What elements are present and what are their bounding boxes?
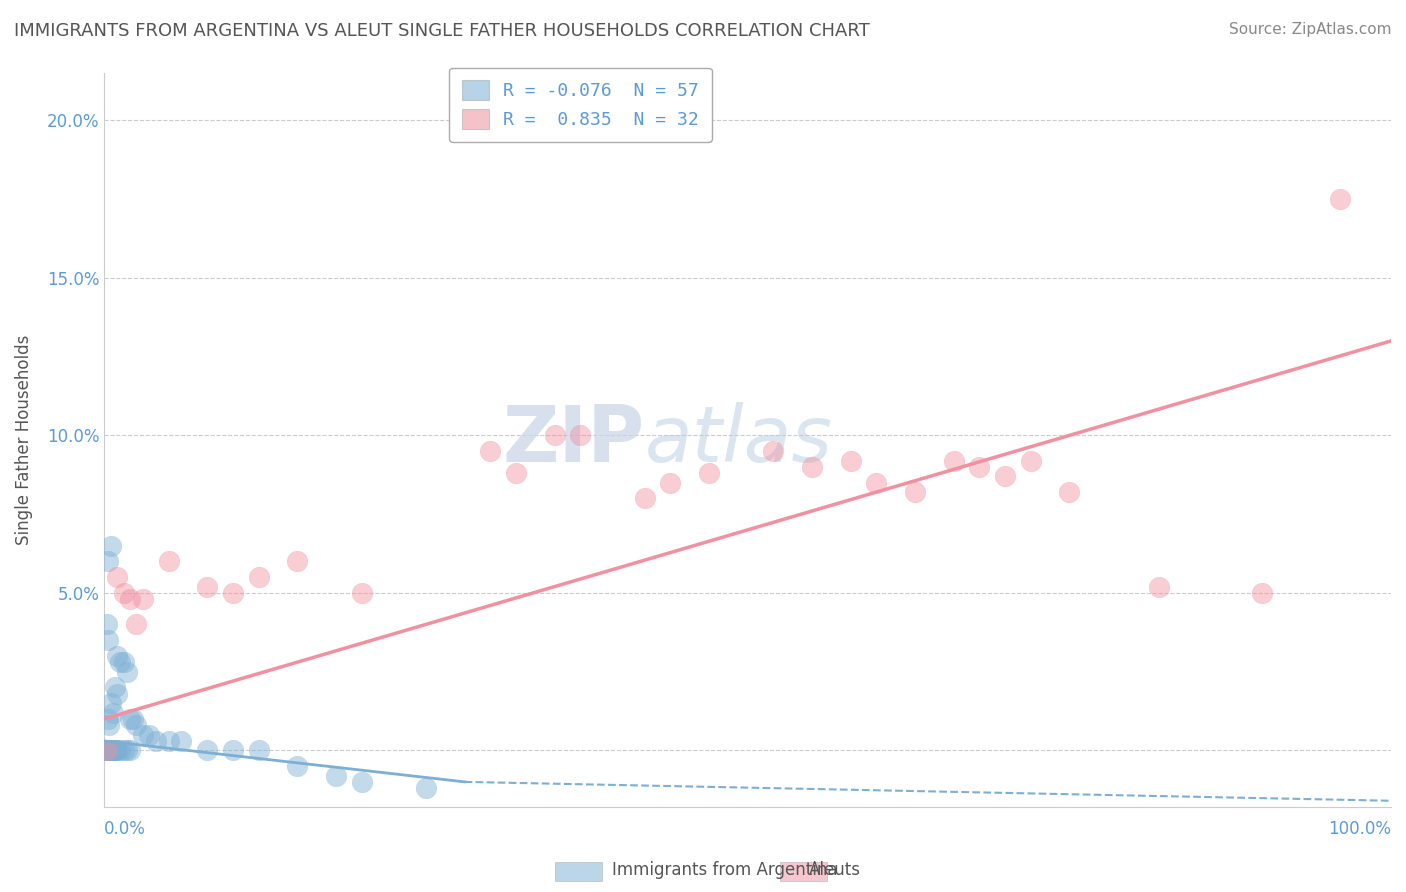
Point xyxy=(942,453,965,467)
Text: Aleuts: Aleuts xyxy=(808,861,860,879)
Point xyxy=(105,570,128,584)
Point xyxy=(97,743,120,757)
Point xyxy=(195,580,218,594)
Point xyxy=(100,743,122,757)
Point xyxy=(105,648,128,663)
Point xyxy=(1329,192,1351,206)
Point xyxy=(112,586,135,600)
Point xyxy=(247,570,270,584)
Point xyxy=(1149,580,1171,594)
Point xyxy=(104,743,127,757)
Point xyxy=(659,475,682,490)
Point xyxy=(105,687,128,701)
Point xyxy=(97,554,120,568)
Point xyxy=(1059,485,1081,500)
Point xyxy=(117,743,139,757)
Point xyxy=(97,633,120,648)
Point xyxy=(103,706,125,720)
Point xyxy=(103,681,125,695)
Point xyxy=(569,428,592,442)
Point xyxy=(103,743,125,757)
Point xyxy=(98,718,121,732)
Point xyxy=(994,469,1017,483)
Point xyxy=(94,743,117,757)
Point xyxy=(98,743,121,757)
Point xyxy=(97,743,120,757)
Point xyxy=(118,712,141,726)
Point xyxy=(350,586,373,600)
Text: 0.0%: 0.0% xyxy=(104,820,146,838)
Point xyxy=(105,743,128,757)
Point xyxy=(98,743,121,757)
Text: 100.0%: 100.0% xyxy=(1329,820,1391,838)
Point xyxy=(97,743,120,757)
Point xyxy=(117,665,139,679)
Point xyxy=(634,491,657,506)
Point xyxy=(96,743,118,757)
Point xyxy=(100,743,122,757)
Text: Source: ZipAtlas.com: Source: ZipAtlas.com xyxy=(1229,22,1392,37)
Point xyxy=(100,539,122,553)
Y-axis label: Single Father Households: Single Father Households xyxy=(15,335,32,545)
Point xyxy=(325,768,347,782)
Point xyxy=(96,743,118,757)
Point xyxy=(97,712,120,726)
Text: IMMIGRANTS FROM ARGENTINA VS ALEUT SINGLE FATHER HOUSEHOLDS CORRELATION CHART: IMMIGRANTS FROM ARGENTINA VS ALEUT SINGL… xyxy=(14,22,870,40)
Point xyxy=(479,444,502,458)
Point xyxy=(904,485,927,500)
Point xyxy=(222,586,245,600)
Text: Immigrants from Argentina: Immigrants from Argentina xyxy=(612,861,837,879)
Point xyxy=(195,743,218,757)
Point xyxy=(101,743,124,757)
Point xyxy=(98,743,121,757)
Point xyxy=(800,459,823,474)
Point xyxy=(762,444,785,458)
Point xyxy=(96,617,118,632)
Text: ZIP: ZIP xyxy=(502,402,645,478)
Point xyxy=(543,428,565,442)
Point xyxy=(112,655,135,669)
Point xyxy=(94,743,117,757)
Point xyxy=(138,728,160,742)
Point xyxy=(157,554,180,568)
Point xyxy=(108,655,131,669)
Point xyxy=(285,759,308,773)
Point xyxy=(125,617,148,632)
Point xyxy=(121,712,143,726)
Point xyxy=(1019,453,1042,467)
Point xyxy=(103,743,125,757)
Point xyxy=(285,554,308,568)
Point xyxy=(101,743,124,757)
Point xyxy=(415,781,437,796)
Point xyxy=(118,592,141,607)
Point xyxy=(112,743,135,757)
Point xyxy=(94,743,117,757)
Point xyxy=(132,592,155,607)
Point xyxy=(247,743,270,757)
Point xyxy=(94,743,117,757)
Point xyxy=(100,696,122,710)
Point xyxy=(118,743,141,757)
Text: atlas: atlas xyxy=(645,402,832,478)
Legend: R = -0.076  N = 57, R =  0.835  N = 32: R = -0.076 N = 57, R = 0.835 N = 32 xyxy=(449,68,711,142)
Point xyxy=(839,453,862,467)
Point xyxy=(132,728,155,742)
Point xyxy=(222,743,245,757)
Point xyxy=(125,718,148,732)
Point xyxy=(103,743,125,757)
Point xyxy=(157,734,180,748)
Point xyxy=(1251,586,1274,600)
Point xyxy=(96,743,118,757)
Point xyxy=(967,459,990,474)
Point xyxy=(108,743,131,757)
Point xyxy=(96,743,118,757)
Point xyxy=(865,475,887,490)
Point xyxy=(96,743,118,757)
Point xyxy=(170,734,193,748)
Point xyxy=(697,467,720,481)
Point xyxy=(505,467,527,481)
Point xyxy=(145,734,167,748)
Point xyxy=(97,743,120,757)
Point xyxy=(350,775,373,789)
